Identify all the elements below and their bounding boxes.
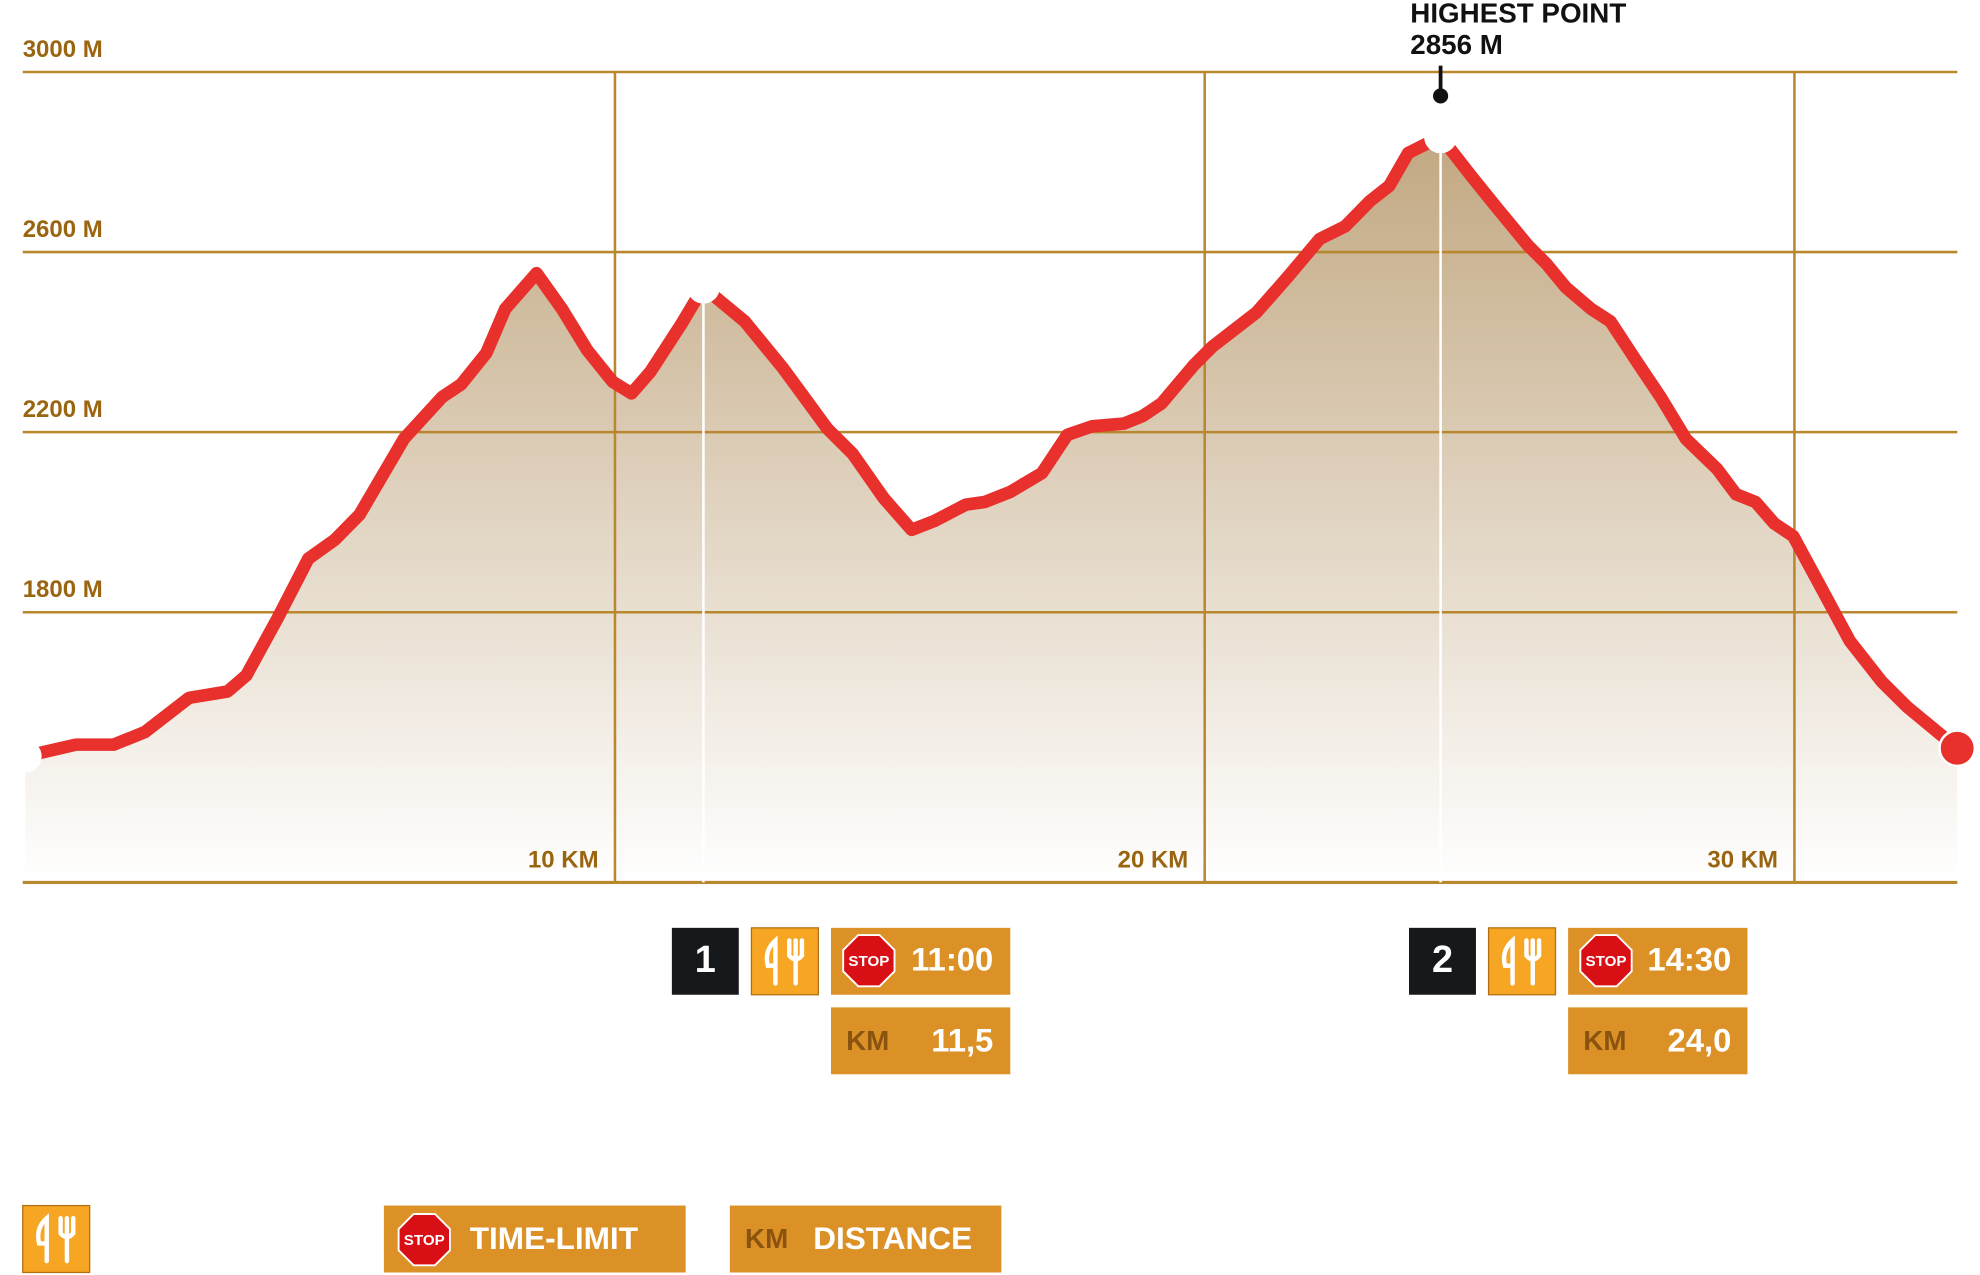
stop-sign [1579, 934, 1633, 988]
stop-text: STOP [404, 1232, 445, 1249]
y-tick-label: 3000 M [23, 36, 103, 63]
station-marker [687, 270, 720, 304]
fork-icon [750, 927, 819, 996]
fork-icon [1487, 927, 1557, 996]
stop-sign [397, 1213, 451, 1267]
station-number: 1 [695, 939, 716, 981]
y-tick-label: 1800 M [23, 576, 103, 603]
station-time: 11:00 [911, 941, 993, 978]
stop-text: STOP [1586, 953, 1627, 970]
peak-marker [1424, 120, 1458, 154]
start-marker [8, 739, 42, 773]
stop-sign [842, 934, 896, 988]
finish-marker [1938, 729, 1977, 768]
y-tick-label: 2600 M [23, 216, 103, 243]
km-box [830, 1007, 1011, 1075]
legend-km-icon: KM [745, 1223, 788, 1254]
legend-time-limit: TIME-LIMIT [470, 1220, 638, 1256]
x-tick-label: 20 KM [1118, 846, 1189, 873]
stop-text: STOP [848, 953, 889, 970]
elevation-area [25, 136, 1958, 883]
fork [787, 938, 805, 986]
y-tick-label: 2200 M [23, 396, 103, 423]
legend-km-box [729, 1205, 1002, 1273]
elevation-line [18, 130, 1964, 763]
fork [58, 1215, 76, 1264]
fork [1524, 938, 1542, 986]
x-tick-label: 10 KM [528, 846, 599, 873]
fork-box [1487, 927, 1557, 996]
station-number: 2 [1432, 939, 1453, 981]
fork-icon [22, 1204, 91, 1274]
legend-distance: DISTANCE [813, 1220, 972, 1256]
x-tick-label: 30 KM [1707, 846, 1778, 873]
peak-elevation: 2856 M [1410, 29, 1503, 60]
km-box [1568, 1007, 1748, 1075]
station-km: 24,0 [1668, 1021, 1732, 1058]
knife [35, 1213, 49, 1264]
fork-box [22, 1204, 91, 1274]
km-icon: KM [1583, 1025, 1626, 1056]
pin-head [1433, 88, 1449, 104]
station-number-box [671, 927, 739, 995]
fork-box [750, 927, 819, 996]
knife [1501, 935, 1515, 986]
station-number-box [1409, 927, 1476, 995]
station-time: 14:30 [1647, 941, 1731, 978]
station-km: 11,5 [931, 1021, 993, 1058]
km-icon: KM [846, 1025, 889, 1056]
peak-title: HIGHEST POINT [1410, 0, 1626, 28]
knife [764, 935, 778, 986]
